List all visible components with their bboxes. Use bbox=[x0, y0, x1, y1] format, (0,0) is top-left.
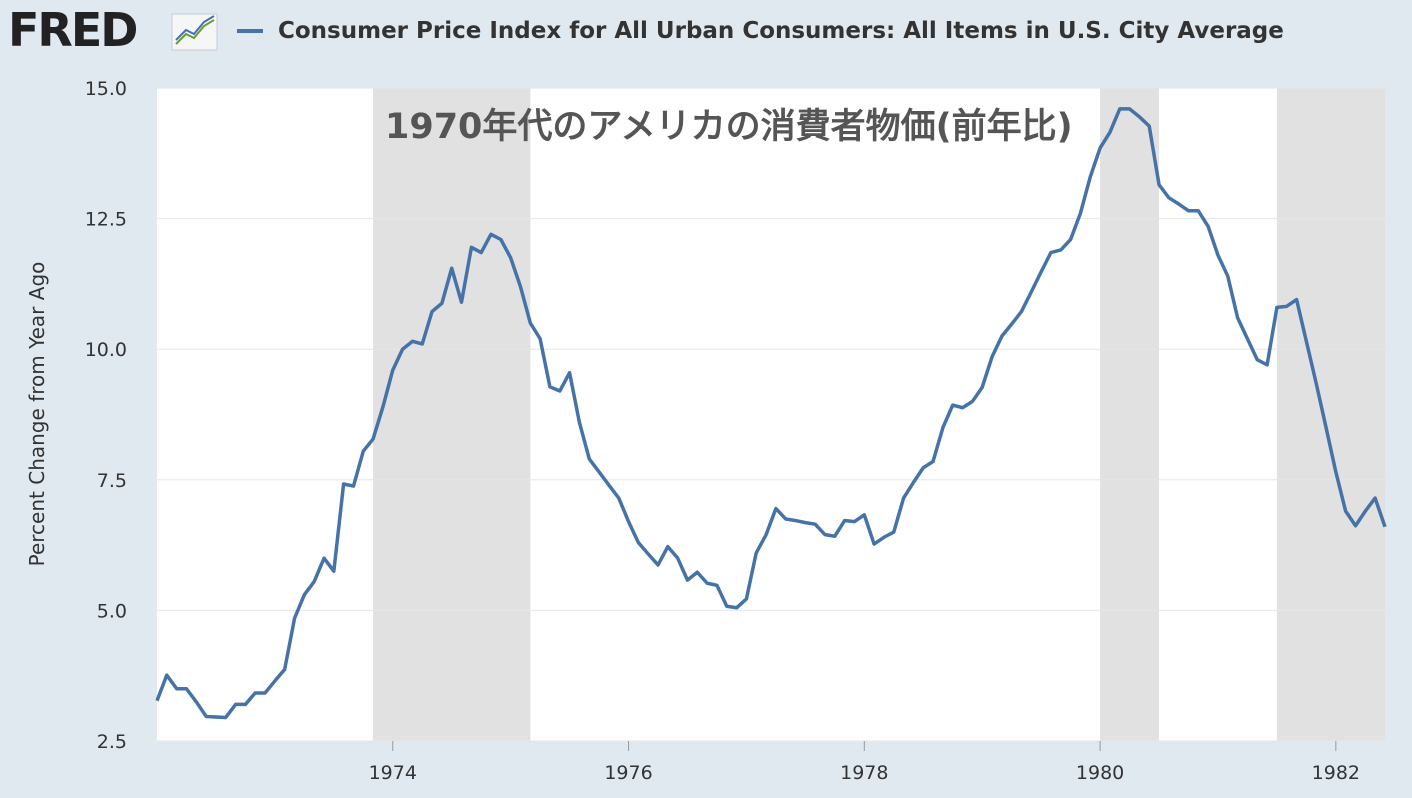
legend-title: Consumer Price Index for All Urban Consu… bbox=[278, 18, 1284, 44]
logo[interactable]: FRED bbox=[8, 3, 138, 57]
recession-band bbox=[1276, 88, 1385, 741]
plot-area bbox=[157, 88, 1385, 741]
y-tick-label: 15.0 bbox=[85, 78, 127, 100]
y-tick-label: 2.5 bbox=[97, 731, 127, 753]
x-tick-label: 1982 bbox=[1312, 762, 1360, 784]
x-tick-label: 1974 bbox=[369, 762, 417, 784]
recession-band bbox=[373, 88, 531, 741]
x-tick-label: 1978 bbox=[840, 762, 888, 784]
series-line bbox=[155, 107, 1387, 720]
annotation: 1970年代のアメリカの消費者物価(前年比) bbox=[385, 107, 1073, 147]
y-tick-label: 5.0 bbox=[97, 600, 127, 622]
x-tick-label: 1976 bbox=[604, 762, 652, 784]
y-tick-label: 12.5 bbox=[85, 209, 127, 231]
y-axis-label: Percent Change from Year Ago bbox=[25, 262, 49, 567]
x-tick-label: 1980 bbox=[1076, 762, 1124, 784]
y-tick-label: 10.0 bbox=[85, 339, 127, 361]
y-tick-label: 7.5 bbox=[97, 470, 127, 492]
recession-band bbox=[1100, 88, 1160, 741]
logo-icon bbox=[171, 13, 218, 51]
